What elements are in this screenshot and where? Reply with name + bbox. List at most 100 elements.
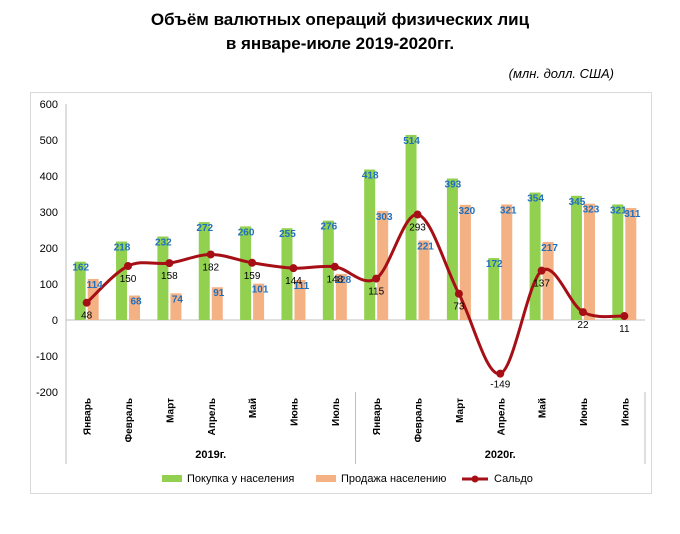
y-tick-label: 500 <box>40 135 58 147</box>
sell-data-label: 111 <box>294 281 310 292</box>
bar-sell <box>211 287 223 320</box>
bar-buy <box>529 192 541 320</box>
saldo-point <box>372 274 381 283</box>
group-label: 2020г. <box>485 449 516 461</box>
buy-data-label: 172 <box>486 259 503 270</box>
bar-buy <box>446 178 458 320</box>
sell-data-label: 68 <box>130 297 142 308</box>
saldo-data-label: 150 <box>120 274 137 285</box>
bar-buy <box>612 204 624 320</box>
chart-title-line1: Объём валютных операций физических лиц <box>150 10 530 29</box>
sell-data-label: 311 <box>624 209 641 220</box>
legend-label-saldo: Сальдо <box>494 473 533 485</box>
saldo-point <box>206 250 215 259</box>
saldo-data-label: 159 <box>244 271 261 282</box>
saldo-data-label: 293 <box>409 223 426 234</box>
category-label: Апрель <box>496 398 507 435</box>
saldo-point <box>578 308 587 317</box>
sell-data-label: 320 <box>459 206 476 217</box>
bar-buy <box>74 261 86 320</box>
buy-data-label: 276 <box>320 222 337 233</box>
bar-sell <box>87 278 99 320</box>
saldo-data-label: 148 <box>326 275 343 286</box>
category-label: Апрель <box>207 398 218 435</box>
category-label: Июль <box>331 398 342 426</box>
y-tick-label: 400 <box>40 171 58 183</box>
buy-data-label: 354 <box>527 194 544 205</box>
buy-data-label: 260 <box>238 227 255 238</box>
units-label: (млн. долл. США) <box>508 66 614 81</box>
bar-sell <box>542 241 554 320</box>
saldo-data-label: 115 <box>368 287 384 298</box>
category-label: Февраль <box>414 398 425 442</box>
legend-label-buy: Покупка у населения <box>187 473 294 485</box>
bar-buy <box>157 236 169 320</box>
legend-label-sell: Продажа населению <box>341 473 446 485</box>
saldo-data-label: 22 <box>577 320 589 331</box>
y-tick-label: 300 <box>40 207 58 219</box>
saldo-point <box>82 298 91 307</box>
bar-buy <box>281 228 293 320</box>
saldo-point <box>454 289 463 298</box>
bar-sell <box>377 210 389 320</box>
y-tick-label: -100 <box>36 351 58 363</box>
category-label: Май <box>248 398 259 418</box>
buy-data-label: 272 <box>196 223 213 234</box>
sell-data-label: 323 <box>583 205 600 216</box>
category-label: Июль <box>620 398 631 426</box>
category-label: Февраль <box>124 398 135 442</box>
bar-sell <box>335 273 347 320</box>
bar-sell <box>583 203 595 320</box>
saldo-data-label: -149 <box>490 380 510 391</box>
buy-data-label: 321 <box>610 205 627 216</box>
saldo-data-label: 73 <box>453 302 465 313</box>
sell-data-label: 128 <box>334 275 351 286</box>
bar-buy <box>198 222 210 320</box>
category-label: Июнь <box>289 398 300 426</box>
saldo-point <box>124 262 133 270</box>
y-tick-label: 100 <box>40 279 58 291</box>
chart-frame <box>30 92 652 494</box>
bar-buy <box>364 169 376 320</box>
saldo-point <box>330 262 339 271</box>
bar-sell <box>129 295 141 320</box>
saldo-point <box>537 266 546 275</box>
group-label: 2019г. <box>195 449 226 461</box>
category-label: Март <box>455 398 466 423</box>
bar-sell <box>625 208 637 320</box>
bar-buy <box>240 226 252 320</box>
legend-swatch-sell <box>316 475 336 482</box>
saldo-point <box>496 369 505 378</box>
sell-data-label: 321 <box>500 205 517 216</box>
bar-buy <box>322 220 334 320</box>
buy-data-label: 218 <box>114 243 131 254</box>
saldo-point <box>165 259 174 268</box>
bar-sell <box>170 293 182 320</box>
chart-title: Объём валютных операций физических лиц в… <box>0 8 680 56</box>
saldo-point <box>620 312 629 321</box>
y-tick-label: 600 <box>40 99 58 111</box>
y-tick-label: 200 <box>40 243 58 255</box>
bar-buy <box>116 241 128 320</box>
saldo-data-label: 182 <box>202 262 219 273</box>
legend-swatch-buy <box>162 475 182 482</box>
category-label: Март <box>165 398 176 423</box>
sell-data-label: 221 <box>417 241 434 252</box>
sell-data-label: 74 <box>172 294 184 305</box>
bar-buy <box>488 258 500 320</box>
buy-data-label: 514 <box>403 136 420 147</box>
sell-data-label: 114 <box>87 280 104 291</box>
legend-marker-saldo <box>471 475 479 483</box>
sell-data-label: 91 <box>213 288 225 299</box>
buy-data-label: 345 <box>569 197 586 208</box>
bar-buy <box>405 134 417 320</box>
saldo-point <box>413 210 422 219</box>
bar-sell <box>253 283 265 320</box>
saldo-data-label: 48 <box>81 311 93 322</box>
bar-sell <box>294 280 306 320</box>
bar-sell <box>501 204 513 320</box>
buy-data-label: 393 <box>445 180 462 191</box>
sell-data-label: 217 <box>541 243 558 254</box>
saldo-data-label: 158 <box>161 271 178 282</box>
